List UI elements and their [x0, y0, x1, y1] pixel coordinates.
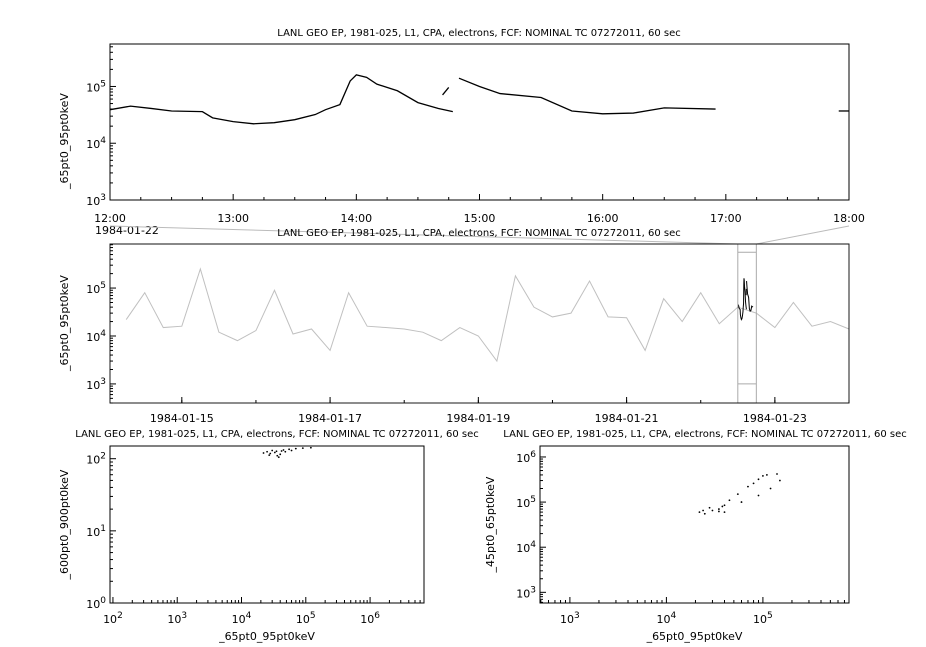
y-tick-label: 105	[86, 79, 106, 94]
scatter-point	[275, 450, 278, 453]
highlight-line	[737, 278, 747, 321]
y-tick-label: 101	[86, 524, 106, 539]
scatter-point	[703, 512, 706, 515]
chart-title: LANL GEO EP, 1981-025, L1, CPA, electron…	[75, 429, 478, 440]
scatter-point	[723, 504, 726, 507]
scatter-point	[266, 450, 268, 453]
x-tick-label: 12:00	[94, 212, 126, 225]
data-line-segment	[458, 77, 716, 115]
scatter-point	[752, 482, 755, 485]
scatter-point	[282, 449, 285, 451]
x-axis-label: _65pt0_95pt0keV	[218, 630, 315, 643]
scatter-point	[769, 487, 772, 490]
scatter-point	[273, 451, 276, 454]
chart-title: LANL GEO EP, 1981-025, L1, CPA, electron…	[277, 228, 680, 239]
scatter-point	[740, 501, 743, 503]
x-tick-label: 104	[232, 611, 252, 626]
y-axis-label: _45pt0_65pt0keV	[484, 476, 497, 573]
scatter-point	[309, 446, 312, 449]
y-tick-label: 104	[86, 329, 106, 344]
scatter-point	[718, 508, 720, 510]
data-line	[125, 267, 850, 363]
data-line-segment	[442, 87, 450, 96]
scatter-point	[723, 511, 726, 513]
scatter-point	[747, 485, 749, 488]
x-tick-label: 1984-01-19	[446, 412, 510, 425]
highlight-line	[746, 281, 754, 312]
scatter-point	[271, 449, 274, 452]
scatter-point	[711, 509, 714, 512]
scatter-point	[269, 452, 272, 455]
scatter-point	[757, 478, 760, 481]
scatter-point	[779, 479, 781, 482]
scatter-point	[280, 450, 283, 452]
y-tick-label: 105	[516, 495, 536, 510]
scatter-point	[279, 453, 282, 456]
y-tick-label: 104	[516, 540, 536, 555]
chart-title: LANL GEO EP, 1981-025, L1, CPA, electron…	[277, 28, 680, 39]
scatter-point	[721, 505, 724, 508]
y-axis-label: _65pt0_95pt0keV	[58, 275, 71, 372]
scatter-point	[268, 454, 271, 457]
zoom-range-box	[737, 243, 757, 404]
scatter-point	[718, 510, 720, 513]
scatter-point	[262, 452, 265, 454]
plot-frame-scatter	[109, 445, 425, 604]
y-axis-label: _600pt0_900pt0keV	[58, 469, 71, 580]
scatter-point	[288, 448, 291, 451]
data-line-segment	[109, 74, 453, 125]
x-tick-label: 1984-01-17	[298, 412, 362, 425]
chart-title: LANL GEO EP, 1981-025, L1, CPA, electron…	[503, 429, 906, 440]
scatter-point	[736, 493, 739, 496]
y-tick-label: 102	[86, 452, 106, 467]
x-tick-label: 18:00	[833, 212, 865, 225]
scatter-point	[776, 473, 778, 475]
y-tick-label: 104	[86, 136, 106, 151]
scatter-point	[702, 509, 704, 512]
x-tick-label: 104	[657, 611, 677, 626]
y-axis-label: _65pt0_95pt0keV	[58, 93, 71, 190]
plot-frame-top	[109, 43, 850, 201]
y-tick-label: 100	[86, 596, 106, 611]
scatter-point	[708, 506, 711, 509]
scatter-point	[290, 449, 293, 452]
x-tick-label: 16:00	[587, 212, 619, 225]
x-tick-label: 106	[360, 611, 380, 626]
zoom-connector-right	[756, 225, 850, 245]
x-axis-label: _65pt0_95pt0keV	[646, 630, 743, 643]
zoom-connector-left	[109, 225, 738, 245]
scatter-point	[698, 511, 701, 513]
plot-frame-middle	[109, 243, 850, 404]
x-tick-label: 103	[560, 611, 580, 626]
y-tick-label: 105	[86, 281, 106, 296]
x-date-label: 1984-01-22	[95, 224, 159, 237]
x-tick-label: 102	[103, 611, 123, 626]
y-tick-label: 103	[86, 377, 106, 392]
x-tick-label: 103	[167, 611, 187, 626]
scatter-point	[276, 454, 279, 457]
y-tick-label: 103	[516, 585, 536, 600]
x-tick-label: 1984-01-23	[743, 412, 807, 425]
plot-frame-scatter	[539, 445, 850, 604]
scatter-point	[301, 447, 304, 450]
x-tick-label: 1984-01-21	[595, 412, 659, 425]
scatter-point	[762, 475, 764, 477]
x-tick-label: 1984-01-15	[150, 412, 214, 425]
x-tick-label: 15:00	[464, 212, 496, 225]
x-tick-label: 105	[296, 611, 316, 626]
scatter-point	[277, 456, 280, 459]
scatter-point	[728, 499, 731, 502]
x-tick-label: 13:00	[217, 212, 249, 225]
x-tick-label: 105	[753, 611, 773, 626]
y-tick-label: 103	[86, 193, 106, 208]
scatter-point	[284, 450, 287, 453]
scatter-point	[294, 447, 297, 450]
x-tick-label: 17:00	[710, 212, 742, 225]
x-tick-label: 14:00	[340, 212, 372, 225]
scatter-point	[757, 494, 760, 497]
scatter-point	[766, 474, 768, 476]
y-tick-label: 106	[516, 450, 536, 465]
